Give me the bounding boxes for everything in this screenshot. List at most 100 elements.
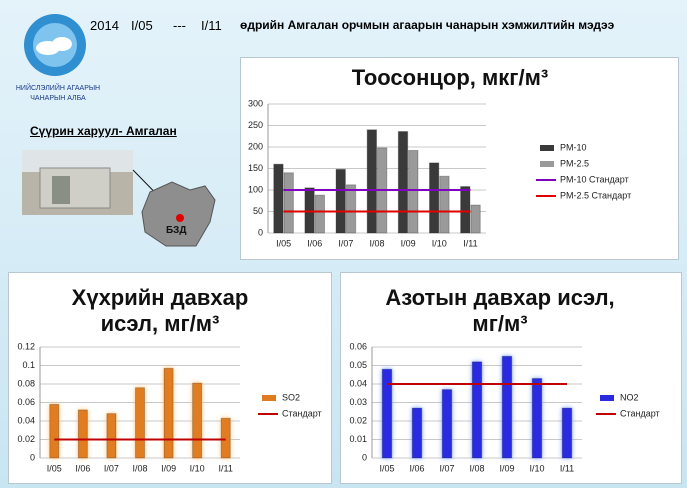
bar [428,162,440,234]
legend-label: PM-2.5 [560,158,589,168]
header-dash: --- [173,18,186,33]
bar [106,413,117,459]
chart-title: Азотын давхар исэл, мг/м³ [385,285,615,336]
legend-swatch [540,161,554,167]
bar [470,204,481,234]
bar [441,389,453,459]
bar [304,187,315,234]
y-tick-label: 300 [248,98,263,108]
y-tick-label: 0.1 [22,360,35,370]
photo-sky [22,150,133,172]
header-year: 2014 [90,18,119,33]
bar [460,186,471,234]
bar [408,149,419,234]
bar [501,355,513,459]
header-title: өдрийн Амгалан орчмын агаарын чанарын хэ… [240,18,615,32]
y-tick-label: 0 [362,452,367,462]
legend-swatch [600,395,614,401]
y-tick-label: 150 [248,163,263,173]
bar [345,184,357,234]
chart-title: Тоосонцор, мкг/м³ [351,65,549,90]
x-tick-label: I/09 [161,463,176,473]
x-tick-label: I/06 [409,463,424,473]
header-start: I/05 [131,18,153,33]
y-tick-label: 0.05 [349,360,367,370]
x-tick-label: I/10 [190,463,205,473]
y-tick-label: 0 [258,227,263,237]
bar [314,194,326,234]
legend-label: PM-2.5 Стандарт [560,190,631,200]
header-end: I/11 [201,18,222,33]
bar [366,129,378,234]
bar [561,407,573,459]
bar [283,172,294,234]
x-tick-label: I/08 [469,463,484,473]
bar [471,361,483,459]
x-tick-label: I/07 [338,238,353,248]
logo-text: НИЙСЛЭЛИЙН АГААРЫН [15,85,101,92]
x-tick-label: I/06 [75,463,90,473]
x-tick-label: I/11 [463,238,477,248]
y-tick-label: 0.01 [349,434,367,444]
x-tick-label: I/07 [439,463,454,473]
x-tick-label: I/05 [276,238,291,248]
legend-swatch [540,145,554,151]
legend-label: NO2 [620,392,639,402]
bar [335,168,346,234]
x-tick-label: I/05 [47,463,62,473]
x-tick-label: I/07 [104,463,119,473]
photo-building [39,167,111,209]
x-tick-label: I/08 [369,238,384,248]
legend-label: PM-10 Стандарт [560,174,629,184]
bar [77,409,88,459]
y-tick-label: 100 [248,184,263,194]
legend-label: Стандарт [620,408,660,418]
bar [397,131,409,234]
bar [220,417,231,459]
photo-door [52,176,70,204]
bar [273,163,284,234]
bar [192,382,203,459]
bar [134,387,146,459]
y-tick-label: 0.06 [349,341,367,351]
x-tick-label: I/09 [401,238,416,248]
bar [531,377,543,459]
y-tick-label: 0.03 [349,397,367,407]
bar [163,367,174,459]
logo-text: ЧАНАРЫН АЛБА [30,95,86,102]
y-tick-label: 0 [30,452,35,462]
y-tick-label: 0.06 [17,397,35,407]
y-tick-label: 0.02 [349,415,367,425]
y-tick-label: 0.02 [17,434,35,444]
y-tick-label: 0.08 [17,378,35,388]
legend-label: PM-10 [560,142,587,152]
x-tick-label: I/05 [379,463,394,473]
y-tick-label: 0.04 [17,415,35,425]
district-map [141,181,216,247]
x-tick-label: I/08 [132,463,147,473]
district-label: БЗД [166,225,187,236]
bar [381,368,393,459]
bar [439,175,450,234]
y-tick-label: 50 [253,206,263,216]
station-dot [176,214,184,222]
y-tick-label: 0.12 [17,341,35,351]
logo-cloud [52,37,72,51]
x-tick-label: I/11 [219,463,233,473]
logo [24,14,86,76]
y-tick-label: 200 [248,141,263,151]
legend-swatch [262,395,276,401]
x-tick-label: I/10 [529,463,544,473]
legend-label: Стандарт [282,408,322,418]
station-title: Сүүрин харуул- Амгалан [30,124,177,138]
bar [411,407,423,459]
photo [22,150,133,215]
chart-title: Хүхрийн давхар исэл, мг/м³ [71,285,249,336]
bar [49,403,60,459]
x-tick-label: I/10 [432,238,447,248]
legend-label: SO2 [282,392,300,402]
x-tick-label: I/06 [307,238,322,248]
x-tick-label: I/09 [499,463,514,473]
